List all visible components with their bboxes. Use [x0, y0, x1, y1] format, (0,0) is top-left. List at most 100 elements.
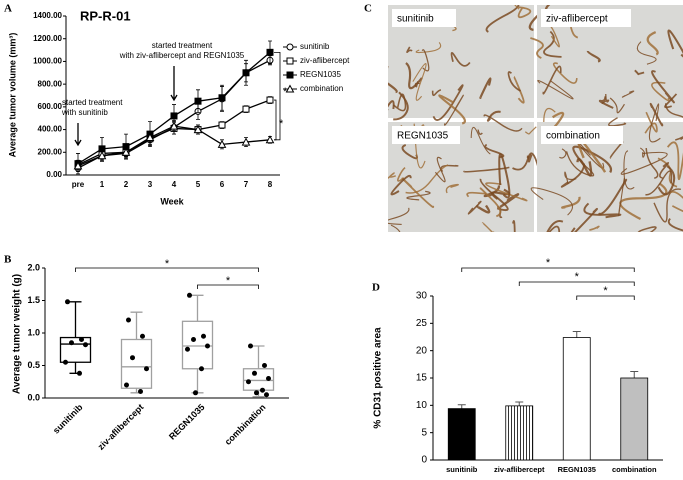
- legend-label: ziv-aflibercept: [300, 56, 350, 65]
- vessel-stain: [548, 225, 561, 232]
- vessel-stain: [609, 97, 625, 114]
- vessel-stain: [406, 190, 431, 201]
- annotation: with sunitinib: [61, 108, 108, 117]
- y-tick-label: 10: [416, 400, 428, 411]
- significance-label: *: [603, 285, 608, 297]
- error-bar: [515, 401, 524, 406]
- significance-bracket: [274, 51, 281, 141]
- annotation: started treatment: [152, 41, 213, 50]
- vessel-stain: [618, 177, 625, 216]
- vessel-stain: [517, 6, 532, 19]
- annotation: with ziv-aflibercept and REGN1035: [119, 51, 245, 60]
- significance-bracket: [461, 267, 635, 272]
- data-point: [266, 376, 271, 381]
- image-label-box: [392, 9, 456, 27]
- box: [242, 368, 275, 391]
- panel-letter: D: [372, 282, 380, 294]
- vessel-stain: [413, 123, 426, 169]
- vessel-stain: [484, 143, 505, 159]
- legend-marker: [285, 84, 295, 93]
- x-tick-label: ziv-aflibercept: [96, 402, 146, 452]
- vessel-stain: [393, 91, 409, 121]
- x-tick-label: 6: [220, 180, 225, 189]
- vessel-stain: [440, 164, 459, 172]
- y-tick-label: 800.00: [38, 79, 63, 88]
- y-tick-label: 2.0: [27, 262, 40, 272]
- legend-label: combination: [300, 84, 343, 93]
- data-point: [252, 370, 257, 376]
- significance-label: *: [283, 86, 288, 98]
- data-point: [69, 340, 74, 346]
- chart-title: RP-R-01: [80, 8, 131, 23]
- vessel-stain: [667, 29, 683, 58]
- vessel-stain: [390, 174, 412, 196]
- data-point: [126, 317, 131, 323]
- error-bar: [630, 370, 639, 378]
- vessel-stain: [405, 164, 449, 194]
- y-tick-label: 1400.00: [33, 11, 62, 20]
- vessel-stain: [412, 63, 427, 101]
- legend-marker: [286, 71, 294, 79]
- vessel-stain: [542, 65, 562, 95]
- vessel-stain: [597, 178, 628, 215]
- marker: [121, 147, 131, 156]
- vessel-stain: [559, 148, 567, 159]
- vessel-stain: [675, 136, 683, 141]
- data-point: [205, 343, 210, 349]
- y-axis-label: Average tumor volume (mm³): [7, 33, 17, 158]
- vessel-stain: [598, 96, 614, 109]
- marker: [217, 139, 227, 148]
- y-tick-label: 1000.00: [33, 57, 62, 66]
- data-point: [144, 366, 149, 372]
- legend-marker: [286, 43, 294, 51]
- vessel-stain: [524, 126, 537, 135]
- marker: [241, 137, 251, 146]
- significance-bracket: [75, 267, 259, 272]
- y-tick-label: 0.00: [46, 170, 62, 179]
- data-point: [138, 389, 143, 394]
- image-label: REGN1035: [397, 131, 449, 142]
- vessel-stain: [561, 196, 581, 209]
- vessel-stain: [479, 178, 509, 212]
- vessel-stain: [485, 182, 528, 202]
- data-point: [254, 390, 259, 396]
- bar: [447, 408, 476, 461]
- x-tick-label: REGN1035: [167, 402, 207, 442]
- vessel-stain: [668, 190, 683, 213]
- vessel-stain: [513, 75, 525, 104]
- data-point: [193, 390, 198, 396]
- x-axis-label: Week: [160, 196, 184, 206]
- vessel-stain: [414, 81, 421, 88]
- vessel-stain: [666, 141, 683, 181]
- vessel-stain: [470, 126, 491, 155]
- x-tick-label: 5: [196, 180, 201, 189]
- vessel-stain: [665, 103, 683, 118]
- image-label-box: [541, 126, 623, 144]
- marker: [266, 48, 274, 56]
- image-label-box: [541, 9, 631, 27]
- y-axis-label: Average tumor weight (g): [12, 274, 23, 394]
- vessel-stain: [645, 170, 673, 196]
- data-point: [264, 392, 269, 398]
- y-tick-label: 0: [421, 455, 427, 466]
- data-point: [65, 299, 70, 305]
- vessel-stain: [664, 93, 678, 109]
- vessel-stain: [637, 226, 657, 232]
- marker: [218, 121, 226, 129]
- data-point: [79, 337, 84, 342]
- annotation: started treatment: [62, 98, 123, 107]
- vessel-stain: [589, 225, 600, 231]
- image-label: combination: [546, 131, 600, 142]
- x-tick-label: pre: [72, 180, 85, 189]
- vessel-stain: [388, 100, 395, 111]
- data-point: [191, 337, 196, 342]
- x-tick-label: ziv-aflibercept: [494, 465, 545, 474]
- y-tick-label: 5: [421, 427, 427, 438]
- data-point: [185, 346, 190, 352]
- x-tick-label: combination: [612, 465, 657, 474]
- arrow: [170, 66, 178, 102]
- vessel-stain: [657, 165, 676, 196]
- vessel-stain: [388, 172, 396, 180]
- image-label: sunitinib: [397, 14, 434, 25]
